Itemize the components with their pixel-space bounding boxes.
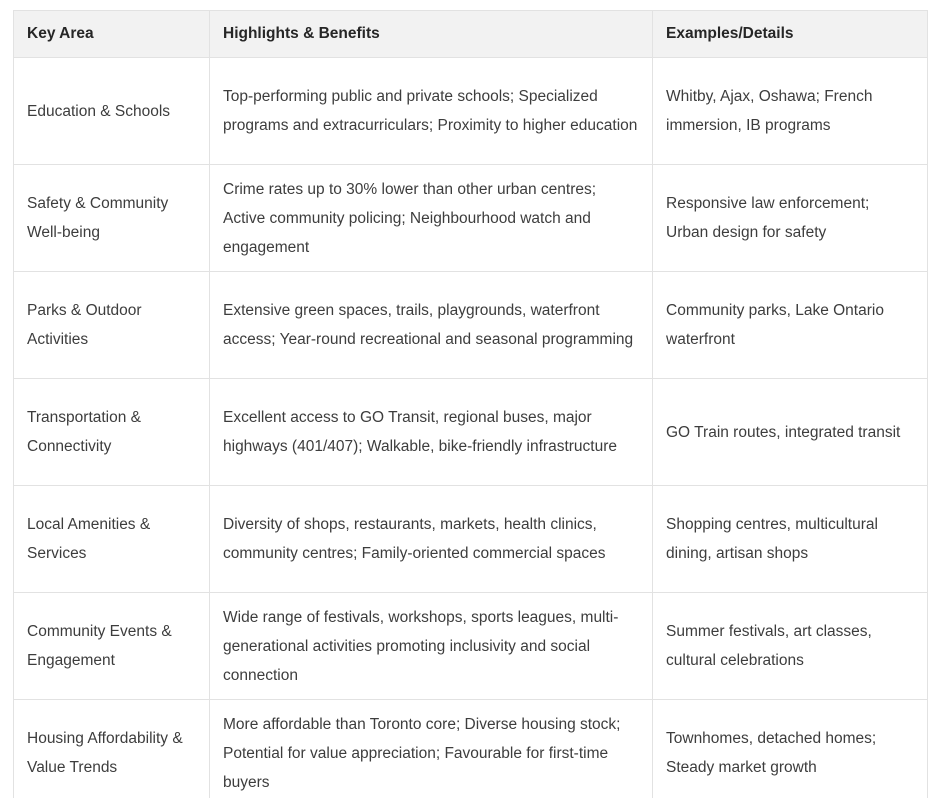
key-area-cell: Community Events & Engagement — [13, 592, 210, 700]
table-row: Transportation & Connectivity Excellent … — [13, 378, 928, 486]
examples-cell: GO Train routes, integrated transit — [652, 378, 928, 486]
highlights-cell: Wide range of festivals, workshops, spor… — [209, 592, 653, 700]
key-area-cell: Housing Affordability & Value Trends — [13, 699, 210, 798]
highlights-cell: Top-performing public and private school… — [209, 57, 653, 165]
key-area-cell: Parks & Outdoor Activities — [13, 271, 210, 379]
table-row: Safety & Community Well-being Crime rate… — [13, 164, 928, 272]
col-header-highlights-benefits: Highlights & Benefits — [209, 10, 653, 58]
highlights-cell: Crime rates up to 30% lower than other u… — [209, 164, 653, 272]
table-header: Key Area Highlights & Benefits Examples/… — [13, 10, 928, 58]
highlights-cell: Diversity of shops, restaurants, markets… — [209, 485, 653, 593]
examples-cell: Summer festivals, art classes, cultural … — [652, 592, 928, 700]
examples-cell: Shopping centres, multicultural dining, … — [652, 485, 928, 593]
highlights-cell: More affordable than Toronto core; Diver… — [209, 699, 653, 798]
key-areas-table: Key Area Highlights & Benefits Examples/… — [13, 10, 928, 798]
examples-cell: Townhomes, detached homes; Steady market… — [652, 699, 928, 798]
table-row: Local Amenities & Services Diversity of … — [13, 485, 928, 593]
highlights-cell: Excellent access to GO Transit, regional… — [209, 378, 653, 486]
header-row: Key Area Highlights & Benefits Examples/… — [13, 10, 928, 58]
table-row: Housing Affordability & Value Trends Mor… — [13, 699, 928, 798]
table-row: Parks & Outdoor Activities Extensive gre… — [13, 271, 928, 379]
examples-cell: Whitby, Ajax, Oshawa; French immersion, … — [652, 57, 928, 165]
examples-cell: Responsive law enforcement; Urban design… — [652, 164, 928, 272]
table-body: Education & Schools Top-performing publi… — [13, 57, 928, 798]
col-header-examples-details: Examples/Details — [652, 10, 928, 58]
key-area-cell: Transportation & Connectivity — [13, 378, 210, 486]
col-header-key-area: Key Area — [13, 10, 210, 58]
table-row: Community Events & Engagement Wide range… — [13, 592, 928, 700]
table-row: Education & Schools Top-performing publi… — [13, 57, 928, 165]
highlights-cell: Extensive green spaces, trails, playgrou… — [209, 271, 653, 379]
key-area-cell: Education & Schools — [13, 57, 210, 165]
key-area-cell: Local Amenities & Services — [13, 485, 210, 593]
examples-cell: Community parks, Lake Ontario waterfront — [652, 271, 928, 379]
key-area-cell: Safety & Community Well-being — [13, 164, 210, 272]
